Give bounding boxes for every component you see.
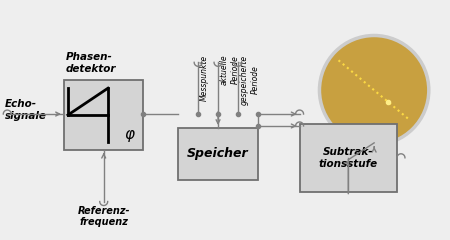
Text: Referenz-
frequenz: Referenz- frequenz [77,206,130,227]
Bar [178,128,258,180]
Text: Speicher: Speicher [187,147,249,160]
Text: Phasen-
detektor: Phasen- detektor [66,52,117,74]
Bar [300,124,397,192]
Text: $\varphi$: $\varphi$ [124,128,135,144]
Text: gespeicherte
Periode: gespeicherte Periode [240,54,259,104]
Text: Subtrak-
tionsstufe: Subtrak- tionsstufe [319,147,378,168]
Text: Echo-
signale: Echo- signale [5,99,47,121]
Text: aktuelle
Periode: aktuelle Periode [220,54,239,85]
Circle shape [320,36,429,145]
Bar [64,80,144,150]
Text: Messpunkte: Messpunkte [200,54,209,101]
